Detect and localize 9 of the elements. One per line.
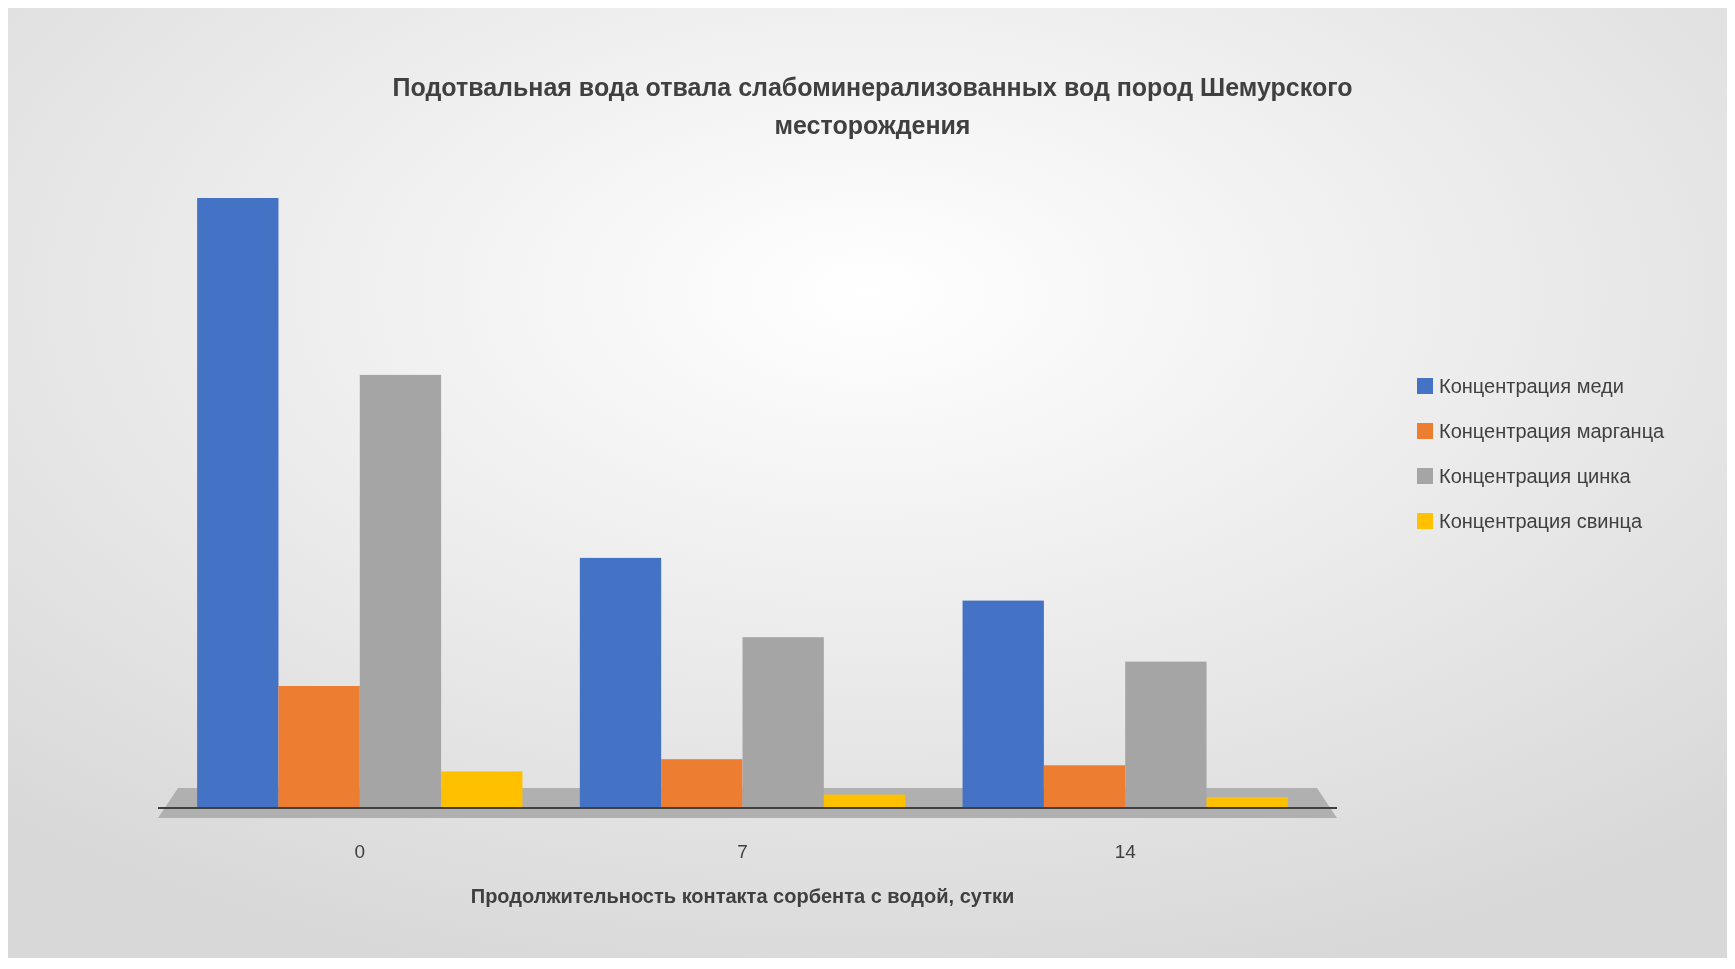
legend-label: Концентрация меди [1439,375,1624,397]
legend-label: Концентрация цинка [1439,465,1632,487]
legend-label: Концентрация марганца [1439,420,1666,442]
x-tick-label: 0 [354,841,366,862]
x-tick-label: 7 [737,841,748,862]
x-tick-label: 14 [1114,841,1137,862]
legend-label: Концентрация свинца [1439,510,1643,532]
chart-title: Подотвальная вода отвала слабоминерализованных вод пород Шемурского месторождения [392,73,1353,139]
x-axis-title: Продолжительность контакта сорбента с водой, сутки [470,885,1015,907]
